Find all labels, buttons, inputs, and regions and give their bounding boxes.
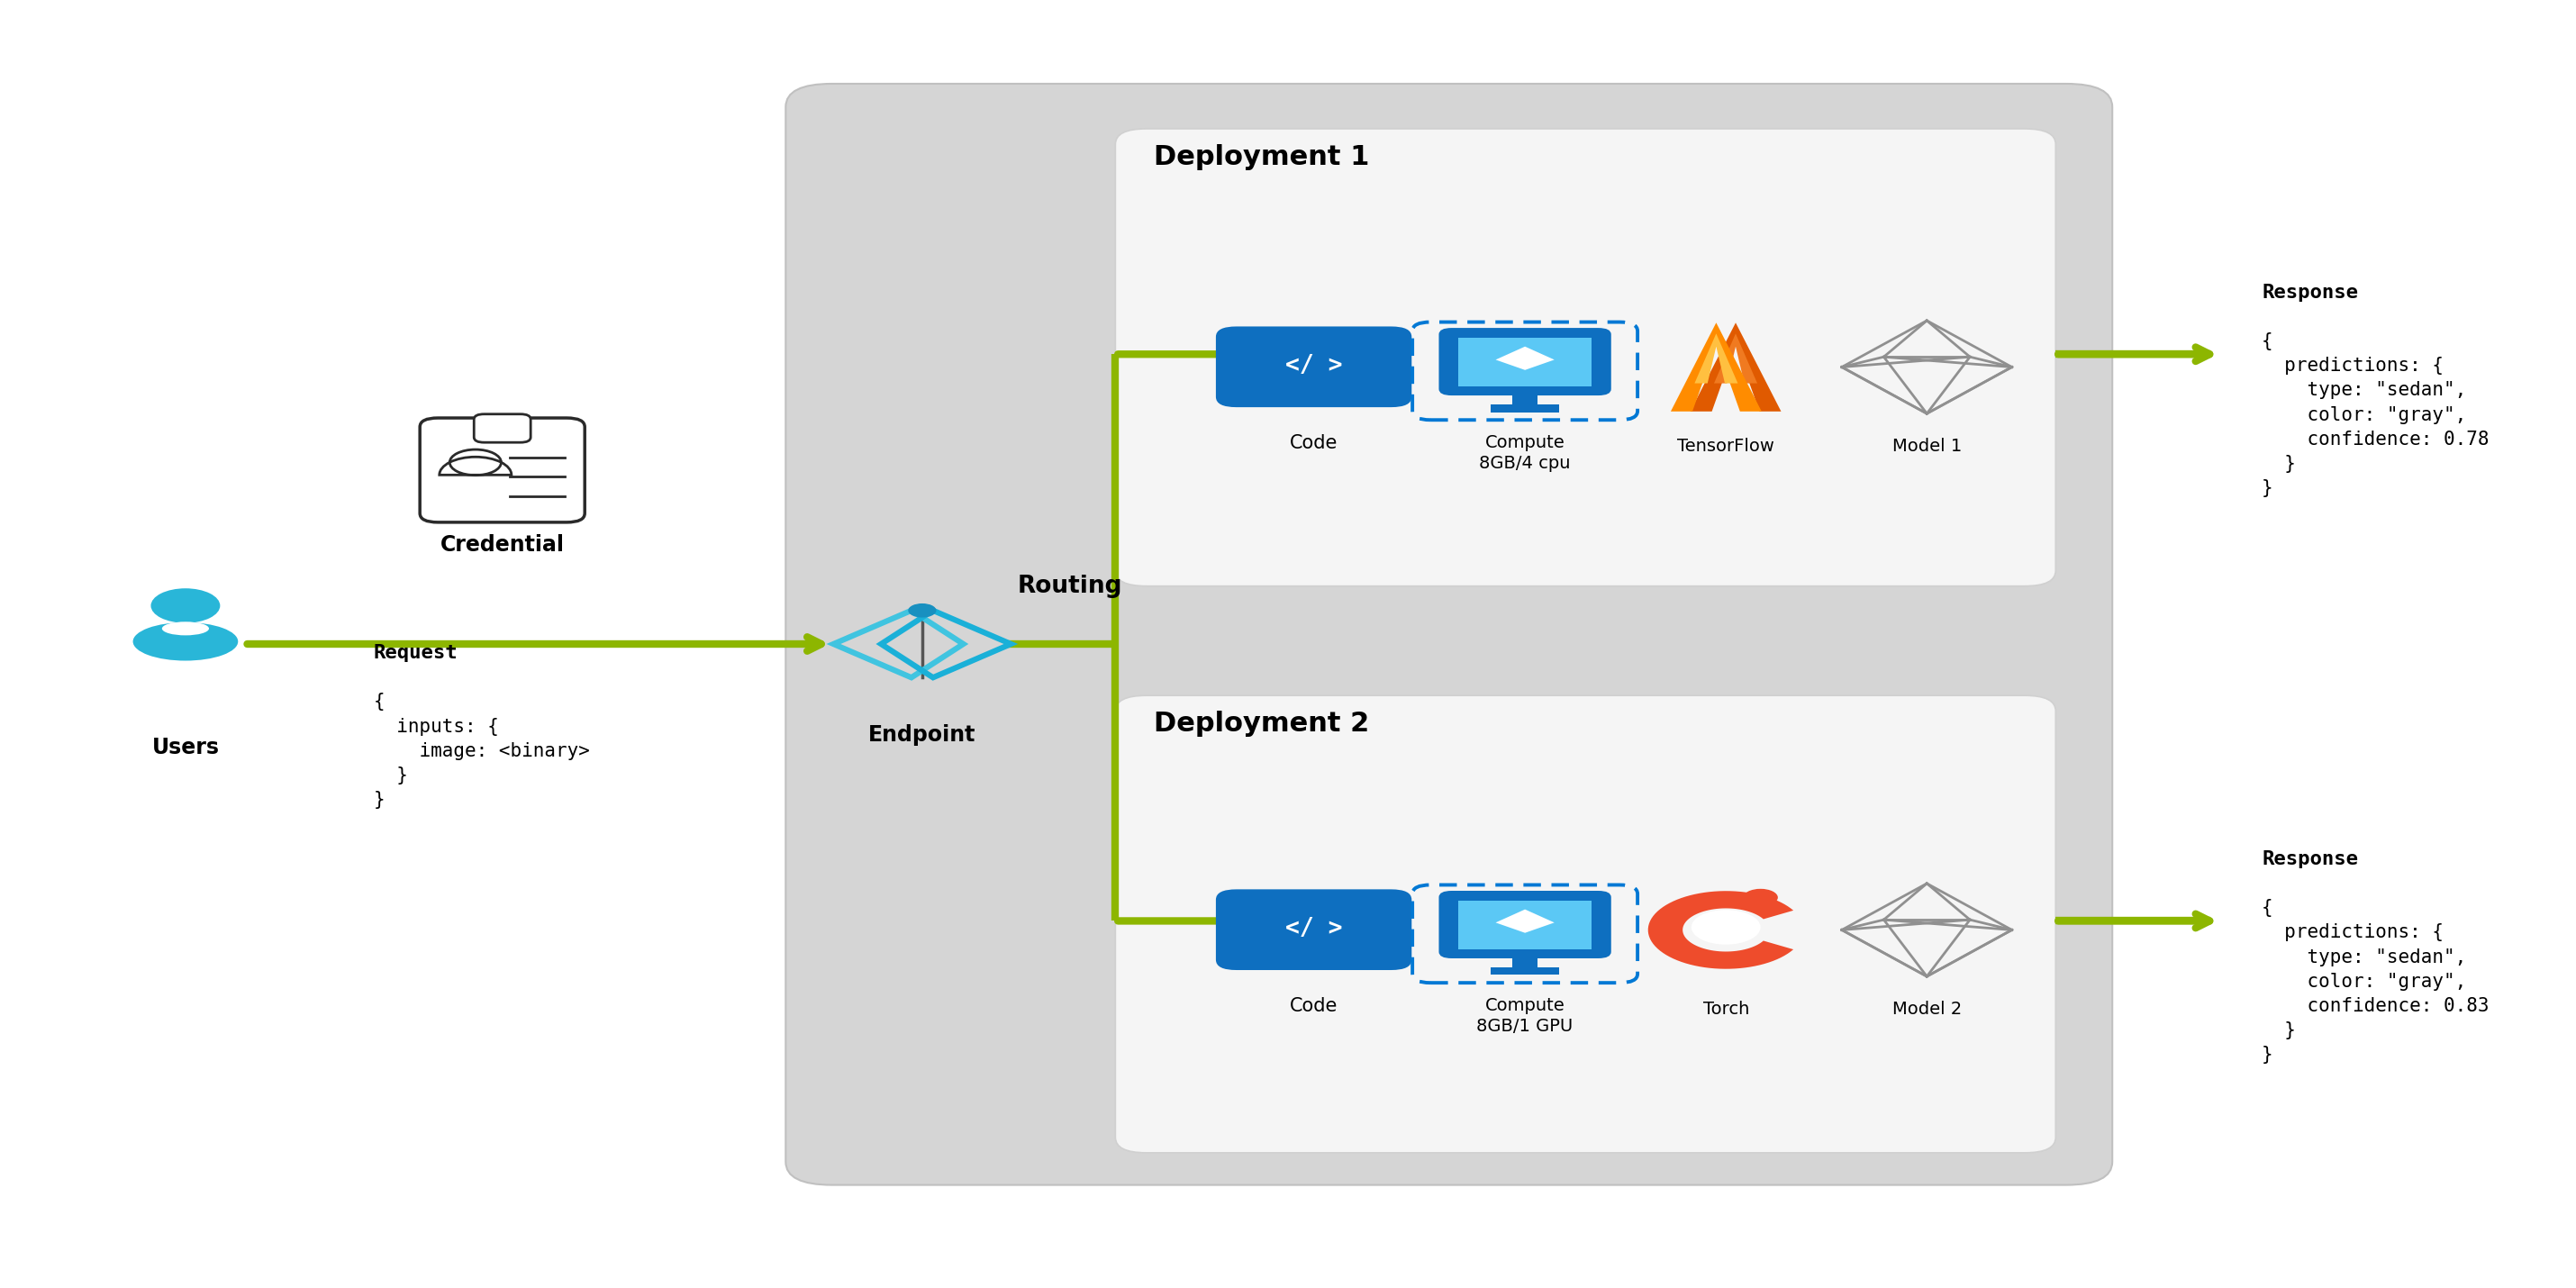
Text: Request: Request	[374, 644, 459, 662]
Text: {
  inputs: {
    image: <binary>
  }
}: { inputs: { image: <binary> } }	[374, 693, 590, 809]
Text: Response: Response	[2262, 283, 2357, 301]
Polygon shape	[1713, 334, 1757, 384]
FancyBboxPatch shape	[1115, 696, 2056, 1153]
FancyBboxPatch shape	[1458, 900, 1592, 949]
FancyBboxPatch shape	[420, 419, 585, 523]
Circle shape	[1692, 909, 1759, 944]
Text: Compute
8GB/4 cpu: Compute 8GB/4 cpu	[1479, 434, 1571, 473]
Ellipse shape	[134, 622, 237, 661]
Text: </ >: </ >	[1285, 354, 1342, 377]
Text: TensorFlow: TensorFlow	[1677, 438, 1775, 455]
Circle shape	[1744, 889, 1777, 907]
Text: Model 2: Model 2	[1891, 1001, 1963, 1018]
FancyBboxPatch shape	[1216, 326, 1412, 407]
Text: Endpoint: Endpoint	[868, 724, 976, 746]
FancyBboxPatch shape	[1115, 129, 2056, 586]
Ellipse shape	[162, 622, 209, 635]
Polygon shape	[1695, 334, 1739, 384]
Text: </ >: </ >	[1285, 917, 1342, 940]
Circle shape	[152, 589, 219, 623]
Text: Deployment 1: Deployment 1	[1154, 144, 1370, 170]
FancyBboxPatch shape	[1512, 957, 1538, 969]
Polygon shape	[1672, 323, 1762, 411]
Text: Deployment 2: Deployment 2	[1154, 711, 1370, 737]
Text: Torch: Torch	[1703, 1001, 1749, 1018]
Circle shape	[909, 604, 935, 617]
Text: Credential: Credential	[440, 535, 564, 556]
Polygon shape	[1497, 909, 1553, 933]
Text: {
  predictions: {
    type: "sedan",
    color: "gray",
    confidence: 0.83
  : { predictions: { type: "sedan", color: "…	[2262, 899, 2488, 1064]
Text: Routing: Routing	[1018, 574, 1123, 598]
FancyBboxPatch shape	[1512, 394, 1538, 406]
FancyBboxPatch shape	[1440, 328, 1610, 395]
FancyBboxPatch shape	[786, 84, 2112, 1185]
Polygon shape	[1690, 323, 1780, 411]
Text: Code: Code	[1291, 997, 1337, 1015]
Text: Compute
8GB/1 GPU: Compute 8GB/1 GPU	[1476, 997, 1574, 1036]
Text: Response: Response	[2262, 850, 2357, 868]
FancyBboxPatch shape	[474, 415, 531, 443]
FancyBboxPatch shape	[1492, 967, 1558, 975]
Text: Model 1: Model 1	[1891, 438, 1963, 455]
Polygon shape	[1497, 346, 1553, 370]
Text: Users: Users	[152, 737, 219, 759]
PathPatch shape	[1649, 891, 1793, 969]
FancyBboxPatch shape	[1216, 889, 1412, 970]
FancyBboxPatch shape	[1492, 404, 1558, 412]
FancyBboxPatch shape	[1440, 891, 1610, 958]
FancyBboxPatch shape	[1458, 337, 1592, 386]
Text: Code: Code	[1291, 434, 1337, 452]
Text: {
  predictions: {
    type: "sedan",
    color: "gray",
    confidence: 0.78
  : { predictions: { type: "sedan", color: "…	[2262, 332, 2488, 497]
